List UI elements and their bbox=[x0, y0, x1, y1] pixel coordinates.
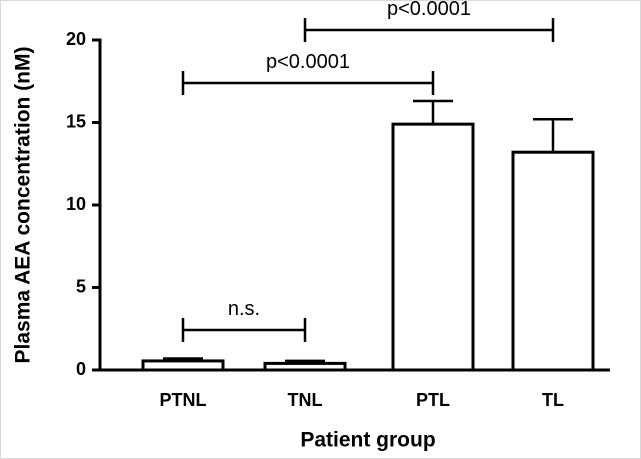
x-tick-label: PTNL bbox=[160, 390, 207, 410]
significance-label: p<0.0001 bbox=[266, 51, 350, 73]
x-axis-title: Patient group bbox=[300, 429, 435, 452]
significance-label: p<0.0001 bbox=[387, 0, 471, 20]
bar bbox=[391, 122, 475, 372]
bar bbox=[511, 150, 595, 372]
y-tick-label: 5 bbox=[76, 276, 86, 296]
x-tick-label: PTL bbox=[416, 390, 450, 410]
y-tick-label: 20 bbox=[66, 29, 86, 49]
y-axis-title: Plasma AEA concentration (nM) bbox=[12, 47, 35, 364]
significance-bracket bbox=[303, 18, 555, 42]
y-tick-label: 0 bbox=[76, 359, 86, 379]
x-tick-label: TNL bbox=[288, 390, 323, 410]
significance-bracket bbox=[181, 71, 435, 95]
significance-bracket bbox=[181, 318, 307, 342]
y-tick-label: 15 bbox=[66, 111, 86, 131]
x-tick-label: TL bbox=[542, 390, 564, 410]
y-tick-label: 10 bbox=[66, 194, 86, 214]
significance-label: n.s. bbox=[228, 298, 260, 320]
